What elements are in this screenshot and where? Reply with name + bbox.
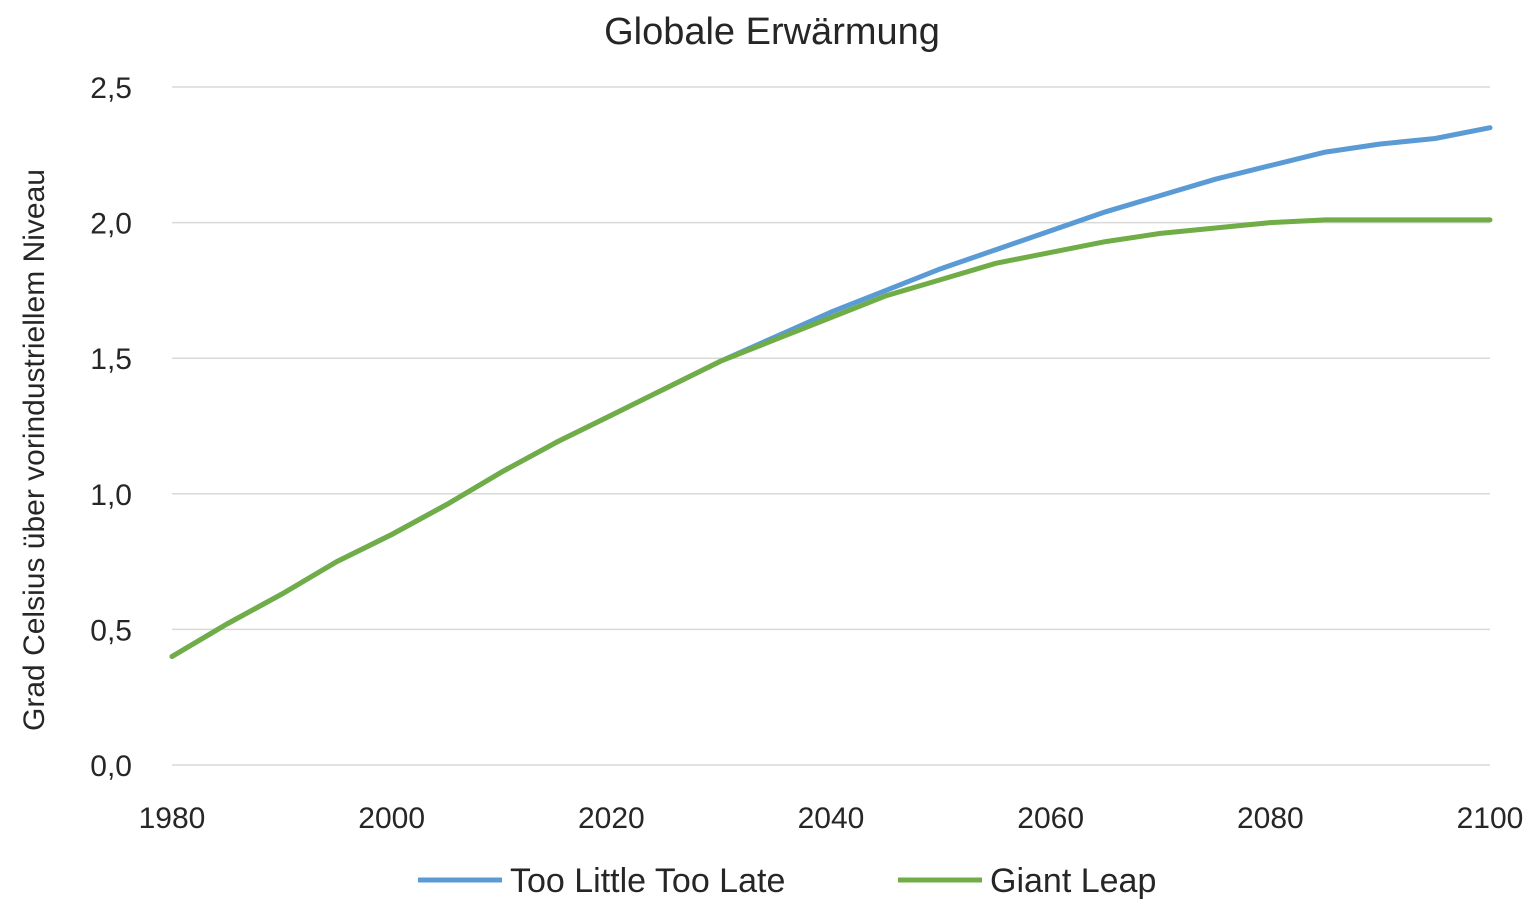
y-tick-labels: 0,0 0,5 1,0 1,5 2,0 2,5 [90, 72, 132, 783]
series-line-2 [169, 217, 1493, 659]
x-tick-label: 2040 [798, 802, 865, 835]
y-tick-label: 1,5 [90, 343, 132, 376]
x-tick-label: 1980 [139, 802, 206, 835]
legend-label: Too Little Too Late [510, 862, 785, 900]
y-axis-label: Grad Celsius über vorindustriellem Nivea… [18, 169, 51, 731]
legend-label: Giant Leap [990, 862, 1156, 900]
x-tick-label: 2020 [578, 802, 645, 835]
y-tick-label: 2,5 [90, 72, 132, 105]
chart-title: Globale Erwärmung [604, 11, 940, 53]
series-line-1 [169, 125, 1493, 659]
legend: Too Little Too Late Giant Leap [418, 862, 1156, 900]
gridlines [172, 86, 1490, 766]
x-tick-label: 2100 [1457, 802, 1524, 835]
x-tick-label: 2080 [1237, 802, 1304, 835]
y-tick-label: 0,0 [90, 750, 132, 783]
y-tick-label: 0,5 [90, 614, 132, 647]
y-tick-label: 1,0 [90, 479, 132, 512]
series-lines [169, 125, 1493, 659]
x-tick-labels: 1980 2000 2020 2040 2060 2080 2100 [139, 802, 1524, 835]
x-tick-label: 2060 [1017, 802, 1084, 835]
x-tick-label: 2000 [358, 802, 425, 835]
y-tick-label: 2,0 [90, 208, 132, 241]
